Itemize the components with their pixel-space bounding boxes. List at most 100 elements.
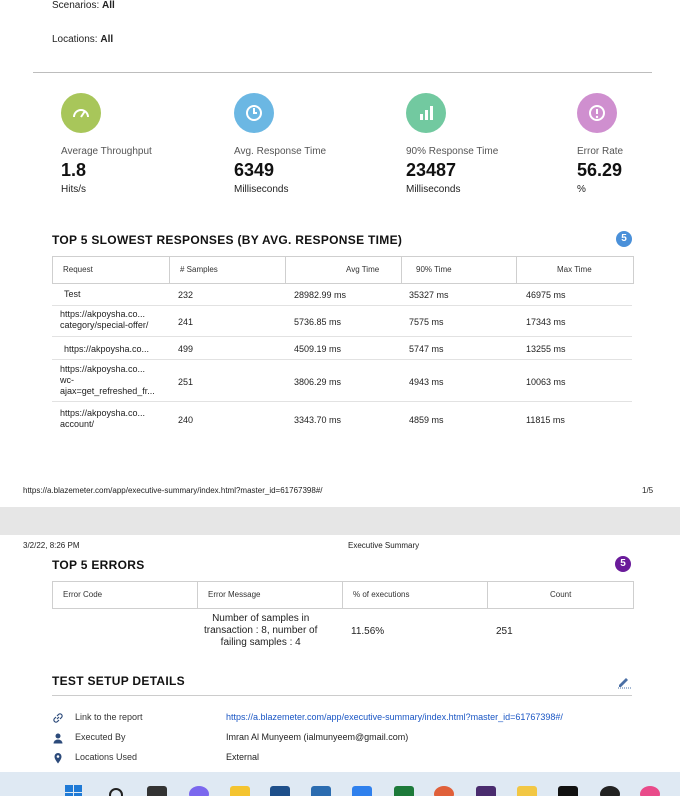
report-page-2: 3/2/22, 8:26 PM Executive Summary TOP 5 … — [0, 535, 680, 772]
footer-url: https://a.blazemeter.com/app/executive-s… — [23, 486, 323, 495]
avg-cell: 3343.70 ms — [294, 415, 342, 425]
edit-pencil-icon[interactable] — [616, 675, 632, 689]
errors-count-badge: 5 — [615, 556, 631, 572]
column-header: Avg Time — [286, 257, 402, 283]
error-message-cell: Number of samples in transaction : 8, nu… — [204, 613, 318, 648]
report-link[interactable]: https://a.blazemeter.com/app/executive-s… — [226, 712, 563, 722]
chat-icon[interactable] — [189, 786, 209, 796]
scenarios-label: Scenarios: — [52, 0, 100, 11]
print-title: Executive Summary — [348, 541, 420, 550]
file-explorer-icon[interactable] — [230, 786, 250, 796]
task-view-icon[interactable] — [147, 786, 167, 796]
chrome-icon[interactable] — [640, 786, 660, 796]
setup-label: Link to the report — [75, 712, 143, 722]
metric-label: Avg. Response Time — [234, 146, 327, 157]
avg-cell: 5736.85 ms — [294, 317, 342, 327]
alert-icon — [577, 93, 617, 133]
scenarios-filter: Scenarios: All — [52, 0, 115, 11]
metric-unit: Hits/s — [61, 184, 86, 195]
max-cell: 46975 ms — [526, 290, 566, 300]
app-icon[interactable] — [352, 786, 372, 796]
request-cell: https://akpoysha.co... category/special-… — [60, 309, 149, 330]
request-cell: https://akpoysha.co... account/ — [60, 408, 146, 429]
app-icon[interactable] — [558, 786, 578, 796]
avg-cell: 28982.99 ms — [294, 290, 347, 300]
metric-label: Error Rate — [577, 146, 624, 157]
samples-cell: 232 — [178, 290, 194, 300]
user-icon — [52, 731, 64, 744]
samples-cell: 251 — [178, 377, 194, 387]
column-header: Error Code — [53, 582, 198, 608]
column-header: Request — [53, 257, 170, 283]
print-date: 3/2/22, 8:26 PM — [23, 541, 80, 550]
slowest-table-header: Request # Samples Avg Time 90% Time Max … — [52, 256, 634, 284]
divider — [33, 72, 652, 73]
executed-by-value: Imran Al Munyeem (ialmunyeem@gmail.com) — [226, 732, 409, 742]
request-cell: Test — [64, 289, 81, 299]
column-header: % of executions — [343, 582, 488, 608]
link-icon — [52, 711, 64, 723]
max-cell: 17343 ms — [526, 317, 566, 327]
metric-unit: Milliseconds — [406, 184, 461, 195]
p90-cell: 7575 ms — [409, 317, 444, 327]
metric-unit: % — [577, 184, 586, 195]
request-cell: https://akpoysha.co... wc- ajax=get_refr… — [60, 364, 155, 396]
locations-value: All — [100, 34, 114, 45]
git-icon[interactable] — [434, 786, 454, 796]
request-cell: https://akpoysha.co... — [64, 344, 150, 354]
count-cell: 251 — [496, 626, 513, 637]
metric-value: 1.8 — [61, 160, 87, 180]
report-page-1: Scenarios: All Locations: All Average Th… — [23, 0, 654, 495]
locations-used-value: External — [226, 752, 260, 762]
page-separator — [0, 507, 680, 535]
search-icon[interactable] — [107, 786, 125, 796]
slowest-count-badge: 5 — [616, 231, 632, 247]
avg-cell: 4509.19 ms — [294, 344, 342, 354]
setup-label: Locations Used — [75, 752, 138, 762]
metric-unit: Milliseconds — [234, 184, 289, 195]
locations-label: Locations: — [52, 34, 98, 45]
metric-value: 56.29 — [577, 160, 623, 180]
metric-value: 23487 — [406, 160, 457, 180]
p90-cell: 4943 ms — [409, 377, 444, 387]
max-cell: 10063 ms — [526, 377, 566, 387]
column-header: Max Time — [557, 265, 592, 274]
slowest-responses-title: TOP 5 SLOWEST RESPONSES (BY AVG. RESPONS… — [52, 233, 403, 247]
scenarios-value: All — [102, 0, 115, 11]
setup-label: Executed By — [75, 732, 126, 742]
mail-icon[interactable] — [311, 786, 331, 796]
app-icon[interactable] — [600, 786, 620, 796]
page-number: 1/5 — [642, 486, 654, 495]
samples-cell: 241 — [178, 317, 194, 327]
errors-table-header: Error Code Error Message % of executions… — [52, 581, 634, 609]
metric-label: 90% Response Time — [406, 146, 499, 157]
row-divider — [52, 336, 632, 337]
metric-label: Average Throughput — [61, 146, 152, 157]
row-divider — [52, 305, 632, 306]
gauge-icon — [61, 93, 101, 133]
store-icon[interactable] — [270, 786, 290, 796]
clock-icon — [234, 93, 274, 133]
app-icon[interactable] — [517, 786, 537, 796]
max-cell: 11815 ms — [526, 415, 565, 425]
column-header: 90% Time — [402, 257, 517, 283]
test-setup-title: TEST SETUP DETAILS — [52, 674, 185, 688]
errors-title: TOP 5 ERRORS — [52, 558, 145, 572]
p90-cell: 4859 ms — [409, 415, 444, 425]
row-divider — [52, 359, 632, 360]
p90-cell: 5747 ms — [409, 344, 444, 354]
divider — [52, 695, 632, 696]
column-header: # Samples — [170, 257, 286, 283]
excel-icon[interactable] — [394, 786, 414, 796]
percent-cell: 11.56% — [351, 626, 385, 637]
row-divider — [52, 401, 632, 402]
p90-cell: 35327 ms — [409, 290, 449, 300]
column-header: Count — [550, 590, 572, 599]
metric-value: 6349 — [234, 160, 275, 180]
windows-start-icon[interactable] — [65, 785, 83, 796]
locations-filter: Locations: All — [52, 34, 113, 45]
samples-cell: 499 — [178, 344, 194, 354]
location-pin-icon — [52, 751, 64, 764]
intellij-icon[interactable] — [476, 786, 496, 796]
samples-cell: 240 — [178, 415, 194, 425]
